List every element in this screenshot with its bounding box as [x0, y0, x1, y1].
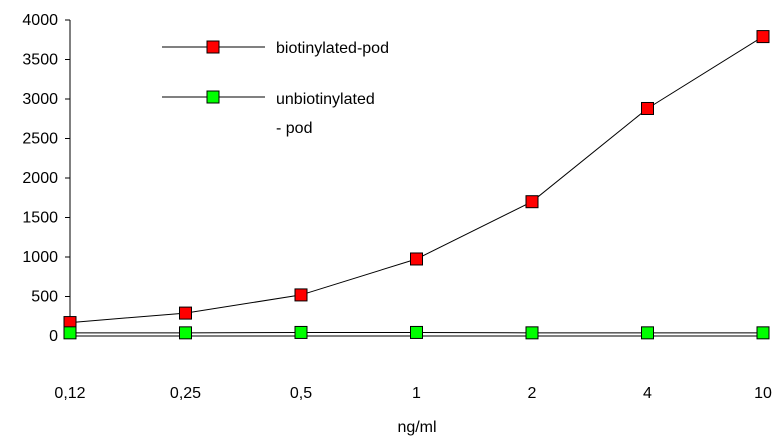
x-tick-label: 2	[528, 385, 537, 402]
data-point-marker	[179, 326, 192, 340]
x-axis-title: ng/ml	[397, 419, 436, 436]
x-tick-label: 4	[643, 385, 652, 402]
data-point-marker	[294, 288, 308, 302]
data-point-marker	[641, 101, 654, 115]
y-tick-label: 0	[49, 328, 58, 345]
y-tick-label: 500	[31, 289, 58, 306]
data-point-marker	[294, 325, 308, 339]
legend-label: biotinylated-pod	[276, 40, 389, 57]
series-1	[63, 30, 770, 330]
x-tick-label: 0,25	[170, 385, 201, 402]
y-tick-label: 2500	[22, 131, 58, 148]
x-tick-label: 1	[412, 385, 421, 402]
legend-marker	[206, 90, 220, 104]
x-tick-label: 0,5	[290, 385, 312, 402]
data-point-marker	[525, 195, 539, 209]
legend-label: - pod	[276, 120, 312, 137]
legend-label: unbiotinylated	[276, 91, 375, 108]
data-point-marker	[410, 325, 423, 339]
x-tick-label: 10	[754, 385, 772, 402]
y-tick-label: 3500	[22, 52, 58, 69]
data-point-marker	[756, 326, 770, 340]
x-axis-ticks: 0,12 0,25 0,5 1 2 4 10	[54, 385, 772, 402]
data-point-marker	[63, 326, 77, 340]
y-axis-ticks: 0 500 1000 1500 2000 2500 3000 3500 4000	[22, 12, 70, 345]
data-point-marker	[641, 326, 654, 340]
y-tick-label: 3000	[22, 91, 58, 108]
x-tick-label: 0,12	[54, 385, 85, 402]
data-point-marker	[410, 252, 423, 266]
y-tick-label: 2000	[22, 170, 58, 187]
legend: biotinylated-pod unbiotinylated - pod	[162, 40, 389, 137]
y-tick-label: 1000	[22, 249, 58, 266]
legend-item-2: unbiotinylated - pod	[162, 90, 375, 137]
series-layer	[63, 30, 770, 340]
series-line	[69, 36, 764, 324]
data-point-marker	[525, 326, 539, 340]
y-tick-label: 4000	[22, 12, 58, 29]
y-tick-label: 1500	[22, 210, 58, 227]
legend-item-1: biotinylated-pod	[162, 40, 389, 57]
axes	[69, 20, 765, 337]
data-point-marker	[756, 30, 770, 44]
data-point-marker	[179, 306, 192, 320]
series-2	[63, 325, 770, 340]
legend-marker	[206, 40, 220, 54]
